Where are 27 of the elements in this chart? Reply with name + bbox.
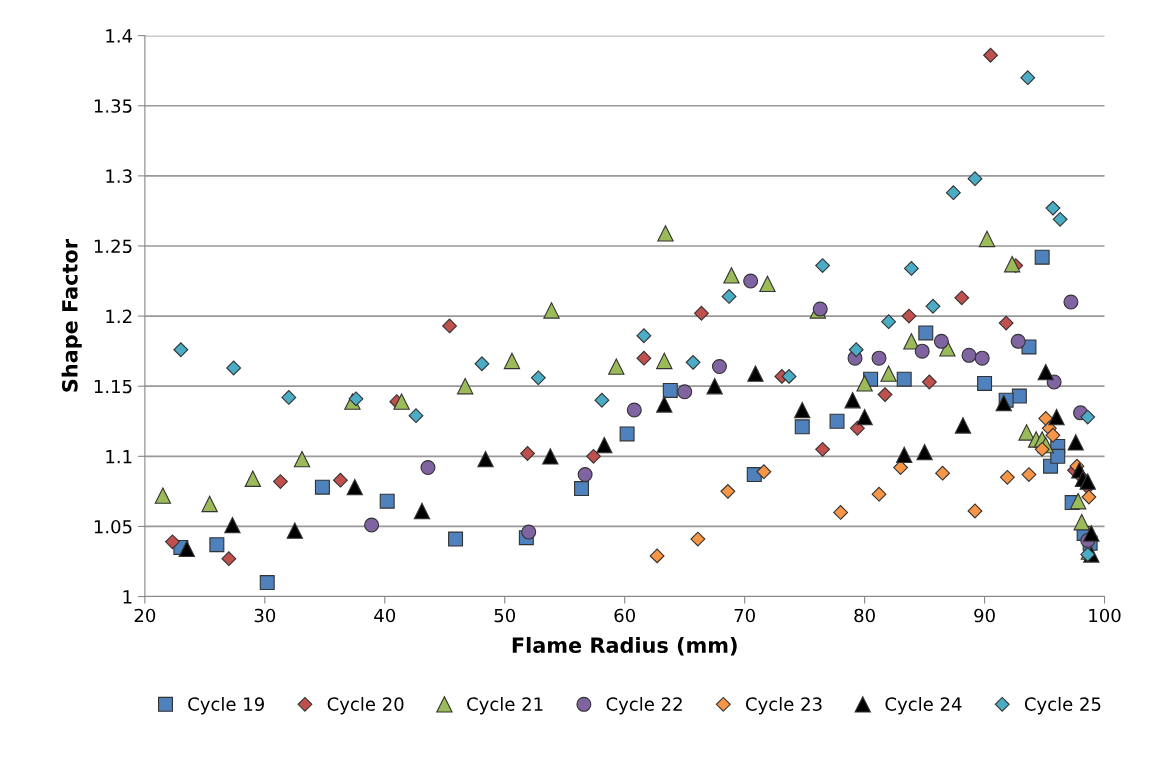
y-tick-label: 1 (123, 590, 132, 604)
y-tick-label: 1.25 (94, 239, 132, 254)
y-tick-label: 1.15 (94, 379, 132, 394)
y-tick-label: 1.35 (94, 99, 132, 113)
x-tick-label: 40 (374, 608, 396, 623)
legend-label: Cycle 22 (606, 696, 682, 715)
legend-label: Cycle 23 (745, 696, 822, 715)
legend-label: Cycle 21 (467, 696, 543, 715)
x-tick-label: 20 (134, 608, 156, 623)
legend-label: Cycle 20 (327, 696, 404, 715)
x-axis-title: Flame Radius (mm) (512, 636, 737, 656)
x-tick-label: 70 (734, 608, 755, 623)
y-tick-label: 1.2 (106, 309, 132, 323)
y-tick-label: 1.05 (94, 519, 132, 534)
legend-label: Cycle 24 (885, 696, 962, 715)
x-tick-label: 100 (1089, 608, 1121, 623)
y-tick-label: 1.3 (106, 169, 132, 183)
legend-label: Cycle 25 (1024, 696, 1101, 715)
y-tick-label: 1.1 (106, 450, 132, 464)
y-tick-label: 1.4 (106, 29, 133, 43)
x-tick-label: 60 (614, 608, 635, 623)
x-tick-label: 80 (854, 608, 875, 623)
x-tick-label: 30 (254, 608, 276, 623)
x-tick-label: 50 (494, 608, 516, 623)
legend-label: Cycle 19 (188, 696, 264, 715)
x-tick-label: 90 (974, 608, 995, 623)
y-axis-title: Shape Factor (61, 239, 82, 392)
